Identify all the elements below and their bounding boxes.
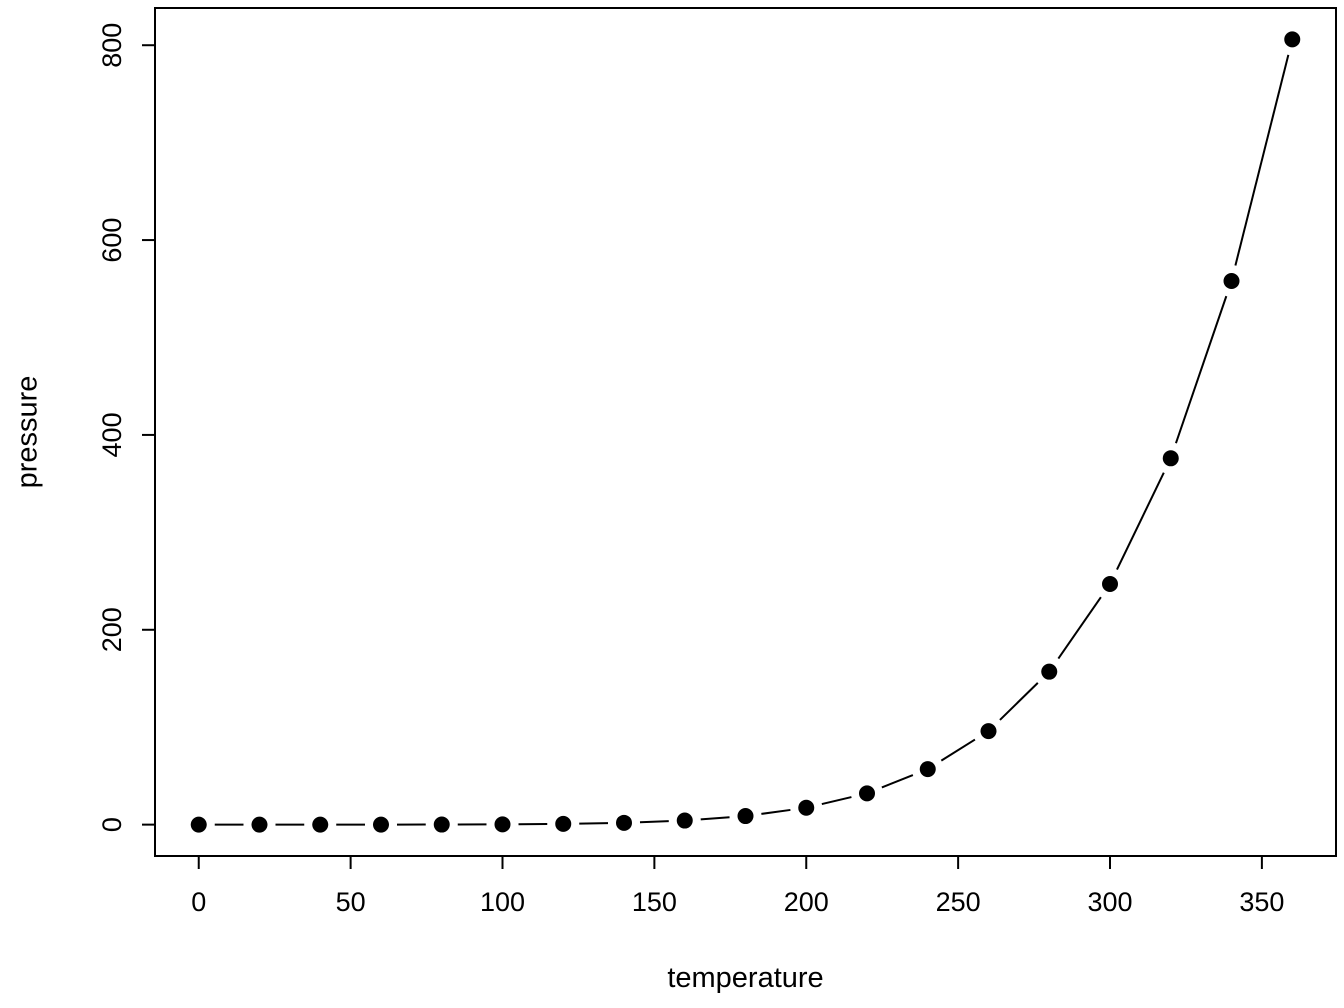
data-point [1223,272,1240,289]
y-tick-label: 600 [97,218,127,263]
y-tick-label: 800 [97,23,127,68]
line-segment [999,682,1039,721]
y-axis-title: pressure [11,375,44,489]
line-segment [940,738,976,762]
data-point [919,761,936,778]
data-point [737,808,754,825]
y-tick-label: 400 [97,412,127,457]
x-tick-label: 50 [336,887,366,917]
line-segment [639,820,669,824]
y-tick-label: 200 [97,607,127,652]
x-tick-label: 0 [191,887,206,917]
plot-border [154,7,1337,857]
x-axis-title: temperature [667,962,824,994]
data-point [615,814,632,831]
data-point [798,799,815,816]
data-point [190,816,207,833]
line-segment [579,822,609,825]
line-segment [881,774,914,789]
x-tick-label: 200 [784,887,829,917]
x-tick-label: 350 [1239,887,1284,917]
data-point [372,816,389,833]
data-point [1041,663,1058,680]
data-point [1162,450,1179,467]
data-point [676,812,693,829]
data-point [1284,31,1301,48]
line-segment [700,816,730,821]
line-segment [761,808,791,815]
data-point [980,723,997,740]
data-point [312,816,329,833]
line-segment [1116,472,1165,571]
data-point [859,785,876,802]
line-segment [821,796,852,806]
line-segment [1234,54,1290,266]
data-point [555,815,572,832]
data-point [494,816,511,833]
x-tick-label: 100 [480,887,525,917]
x-tick-label: 250 [936,887,981,917]
data-point [433,816,450,833]
x-tick-label: 300 [1087,887,1132,917]
x-tick-label: 150 [632,887,677,917]
line-segment [1174,295,1228,444]
line-segment [1057,596,1102,660]
y-tick-label: 0 [97,817,127,832]
data-point [251,816,268,833]
data-point [1102,575,1119,592]
